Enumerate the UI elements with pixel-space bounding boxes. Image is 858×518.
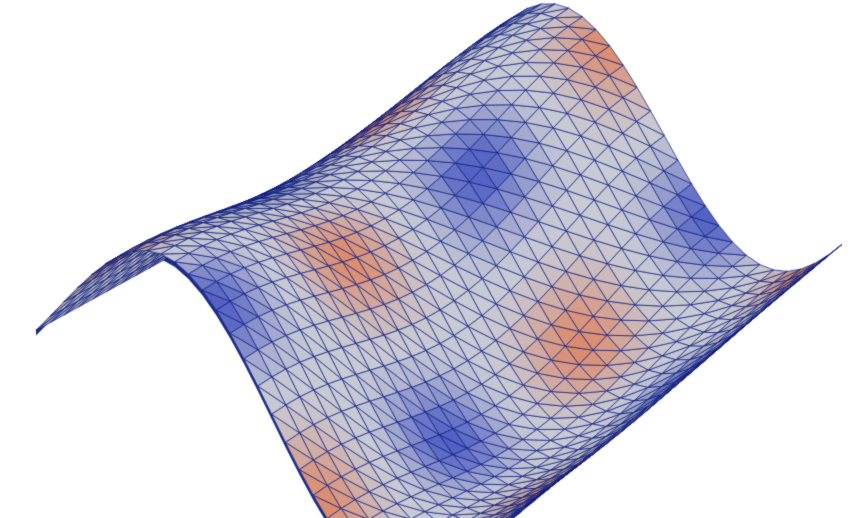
- surface-mesh-render[interactable]: [0, 0, 858, 518]
- render-viewport[interactable]: [0, 0, 858, 518]
